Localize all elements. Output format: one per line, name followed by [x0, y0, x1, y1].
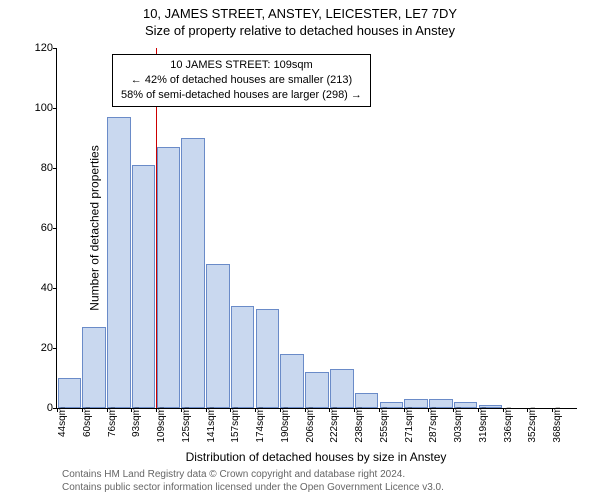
x-tick-label: 222sqm: [329, 407, 340, 443]
y-tick-label: 60: [25, 222, 53, 234]
page-title: 10, JAMES STREET, ANSTEY, LEICESTER, LE7…: [0, 0, 600, 21]
x-tick-label: 303sqm: [453, 407, 464, 443]
histogram-bar: [132, 165, 156, 408]
x-tick-label: 157sqm: [230, 407, 241, 443]
annotation-line3: 58% of semi-detached houses are larger (…: [121, 88, 362, 103]
y-tick-label: 20: [25, 342, 53, 354]
x-tick-label: 93sqm: [131, 407, 142, 437]
annotation-line2: ← 42% of detached houses are smaller (21…: [121, 73, 362, 88]
y-tick-mark: [53, 168, 57, 169]
histogram-bar: [157, 147, 181, 408]
histogram-bar: [256, 309, 280, 408]
histogram-bar: [58, 378, 82, 408]
chart-area: Number of detached properties Distributi…: [56, 48, 576, 408]
x-tick-label: 238sqm: [354, 407, 365, 443]
x-tick-label: 319sqm: [478, 407, 489, 443]
x-tick-label: 271sqm: [404, 407, 415, 443]
x-tick-label: 336sqm: [503, 407, 514, 443]
y-tick-mark: [53, 108, 57, 109]
y-tick-label: 0: [25, 402, 53, 414]
x-tick-label: 60sqm: [82, 407, 93, 437]
x-tick-label: 44sqm: [57, 407, 68, 437]
footer-line2: Contains public sector information licen…: [62, 481, 444, 494]
x-tick-label: 287sqm: [428, 407, 439, 443]
y-tick-label: 120: [25, 42, 53, 54]
x-tick-label: 368sqm: [552, 407, 563, 443]
x-tick-label: 352sqm: [527, 407, 538, 443]
y-tick-label: 80: [25, 162, 53, 174]
y-tick-label: 40: [25, 282, 53, 294]
histogram-bar: [206, 264, 230, 408]
histogram-bar: [181, 138, 205, 408]
histogram-bar: [231, 306, 255, 408]
y-tick-mark: [53, 48, 57, 49]
y-tick-mark: [53, 288, 57, 289]
x-axis-label: Distribution of detached houses by size …: [186, 450, 447, 464]
chart-subtitle: Size of property relative to detached ho…: [0, 21, 600, 38]
histogram-bar: [107, 117, 131, 408]
histogram-bar: [330, 369, 354, 408]
histogram-bar: [355, 393, 379, 408]
histogram-bar: [82, 327, 106, 408]
x-tick-label: 174sqm: [255, 407, 266, 443]
histogram-bar: [305, 372, 329, 408]
x-tick-label: 206sqm: [305, 407, 316, 443]
x-tick-label: 76sqm: [107, 407, 118, 437]
y-tick-mark: [53, 348, 57, 349]
x-tick-label: 190sqm: [280, 407, 291, 443]
x-tick-label: 109sqm: [156, 407, 167, 443]
y-tick-mark: [53, 228, 57, 229]
chart-container: 10, JAMES STREET, ANSTEY, LEICESTER, LE7…: [0, 0, 600, 500]
y-tick-label: 100: [25, 102, 53, 114]
x-tick-label: 125sqm: [181, 407, 192, 443]
x-tick-label: 255sqm: [379, 407, 390, 443]
annotation-box: 10 JAMES STREET: 109sqm ← 42% of detache…: [112, 54, 371, 107]
annotation-line1: 10 JAMES STREET: 109sqm: [121, 58, 362, 73]
footer-line1: Contains HM Land Registry data © Crown c…: [62, 468, 444, 481]
x-tick-label: 141sqm: [206, 407, 217, 443]
histogram-bar: [280, 354, 304, 408]
footer: Contains HM Land Registry data © Crown c…: [62, 468, 444, 494]
